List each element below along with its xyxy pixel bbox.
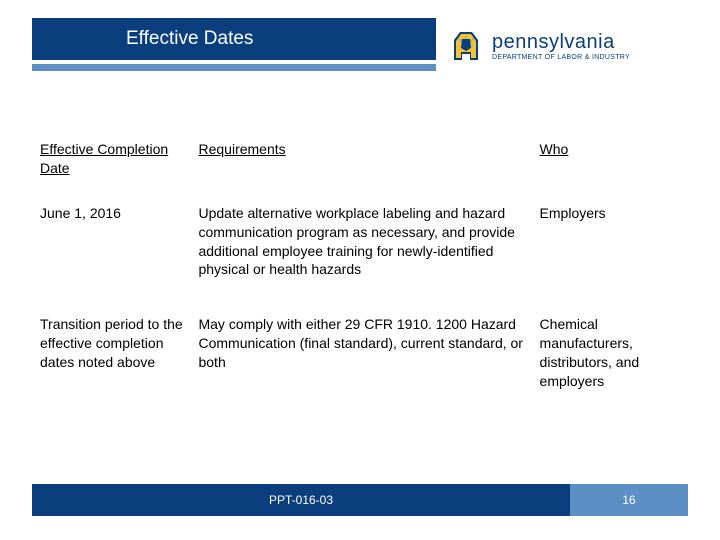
page-title: Effective Dates <box>126 28 253 50</box>
cell-requirements: Update alternative workplace labeling an… <box>198 204 539 316</box>
keystone-emblem-icon <box>446 26 486 66</box>
cell-date: Transition period to the effective compl… <box>40 315 198 427</box>
cell-who: Employers <box>540 204 680 316</box>
header-bar: Effective Dates <box>32 18 436 60</box>
col-header-requirements: Requirements <box>198 140 539 204</box>
content-area: Effective Completion Date Requirements W… <box>40 140 680 427</box>
col-header-who: Who <box>540 140 680 204</box>
table-row: Transition period to the effective compl… <box>40 315 680 427</box>
cell-date: June 1, 2016 <box>40 204 198 316</box>
footer-doc-id: PPT-016-03 <box>32 484 570 516</box>
header-accent-bar <box>32 64 436 71</box>
footer: PPT-016-03 16 <box>32 484 688 516</box>
table-row: June 1, 2016 Update alternative workplac… <box>40 204 680 316</box>
cell-who: Chemical manufacturers, distributors, an… <box>540 315 680 427</box>
footer-page-number: 16 <box>570 484 688 516</box>
logo: pennsylvania DEPARTMENT OF LABOR & INDUS… <box>446 18 696 74</box>
logo-brand: pennsylvania <box>492 32 630 52</box>
logo-subline: DEPARTMENT OF LABOR & INDUSTRY <box>492 54 630 61</box>
cell-requirements: May comply with either 29 CFR 1910. 1200… <box>198 315 539 427</box>
col-header-date: Effective Completion Date <box>40 140 198 204</box>
effective-dates-table: Effective Completion Date Requirements W… <box>40 140 680 427</box>
logo-text: pennsylvania DEPARTMENT OF LABOR & INDUS… <box>492 32 630 61</box>
table-header-row: Effective Completion Date Requirements W… <box>40 140 680 204</box>
